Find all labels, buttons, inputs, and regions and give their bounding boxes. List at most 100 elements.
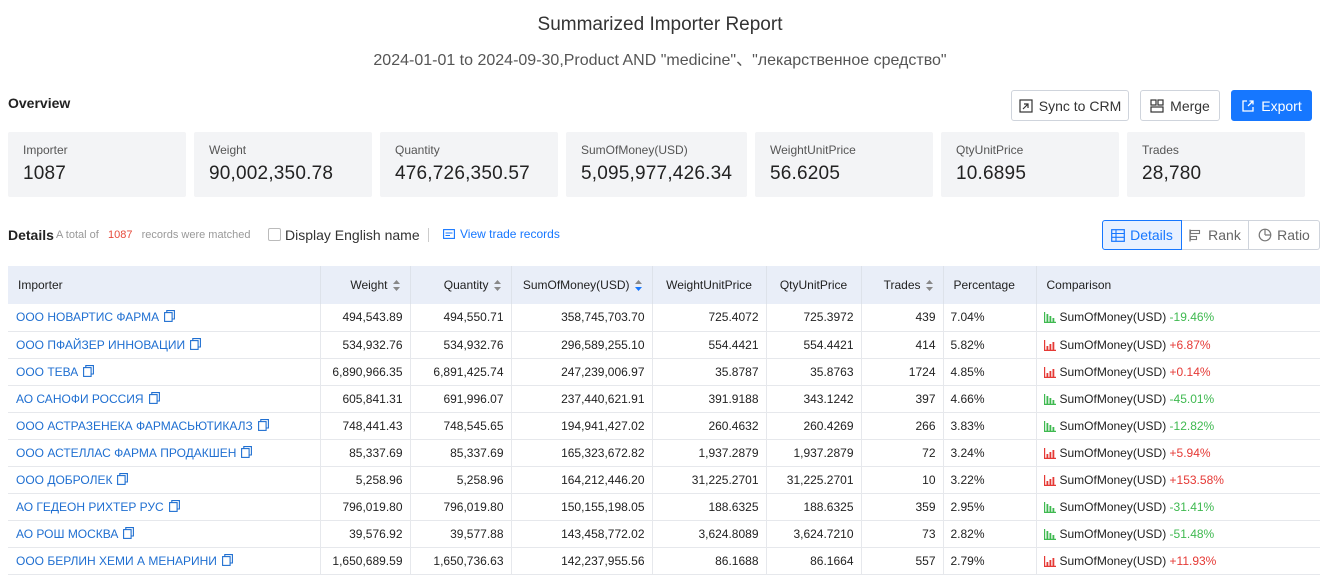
comparison-cell: SumOfMoney(USD) -31.41% bbox=[1036, 493, 1320, 521]
percentage-cell: 5.82% bbox=[943, 331, 1037, 359]
importer-cell[interactable]: ООО ПФАЙЗЕР ИННОВАЦИИ bbox=[8, 331, 321, 359]
english-name-checkbox[interactable] bbox=[268, 228, 281, 241]
sum-cell: 237,440,621.91 bbox=[511, 385, 653, 413]
export-label: Export bbox=[1261, 97, 1302, 114]
copy-icon[interactable] bbox=[123, 526, 135, 539]
comparison-metric: SumOfMoney(USD) bbox=[1059, 337, 1167, 352]
copy-icon[interactable] bbox=[168, 499, 180, 512]
table-row: АО САНОФИ РОССИЯ 605,841.31 691,996.07 237,… bbox=[8, 385, 1320, 413]
importer-name-link[interactable]: АО ГЕДЕОН РИХТЕР РУС bbox=[16, 499, 164, 514]
details-title: Details bbox=[8, 227, 54, 243]
weight-unit-price-cell: 260.4632 bbox=[652, 412, 767, 440]
importer-name-link[interactable]: ООО ПФАЙЗЕР ИННОВАЦИИ bbox=[16, 337, 186, 352]
weight-cell: 5,258.96 bbox=[320, 466, 411, 494]
weight-cell: 494,543.89 bbox=[320, 304, 411, 332]
comparison-cell: SumOfMoney(USD) +0.14% bbox=[1036, 358, 1320, 386]
percentage-cell: 2.82% bbox=[943, 520, 1037, 548]
tab-details-label: Details bbox=[1130, 227, 1173, 243]
qty-unit-price-cell: 260.4269 bbox=[766, 412, 862, 440]
col-importer: Importer bbox=[8, 266, 321, 304]
comparison-metric: SumOfMoney(USD) bbox=[1059, 445, 1167, 460]
col-quantity[interactable]: Quantity bbox=[410, 266, 512, 304]
copy-icon[interactable] bbox=[257, 418, 269, 431]
copy-icon[interactable] bbox=[117, 472, 129, 485]
merge-label: Merge bbox=[1170, 97, 1210, 114]
trades-cell: 1724 bbox=[861, 358, 944, 386]
qty-unit-price-cell: 554.4421 bbox=[766, 331, 862, 359]
importer-name-link[interactable]: ООО АСТРАЗЕНЕКА ФАРМАСЬЮТИКАЛЗ bbox=[16, 418, 253, 433]
sum-cell: 143,458,772.02 bbox=[511, 520, 653, 548]
col-comparison: Comparison bbox=[1036, 266, 1320, 304]
details-bar: Details A total of 1087 records were mat… bbox=[8, 224, 1320, 246]
importer-name-link[interactable]: ООО БЕРЛИН ХЕМИ А МЕНАРИНИ bbox=[16, 553, 217, 568]
importer-cell[interactable]: ООО ДОБРОЛЕК bbox=[8, 466, 321, 494]
crm-sync-icon bbox=[1019, 98, 1033, 113]
comparison-change: -31.41% bbox=[1169, 499, 1215, 514]
col-label: QtyUnitPrice bbox=[779, 278, 848, 292]
comparison-metric: SumOfMoney(USD) bbox=[1059, 391, 1167, 406]
comparison-metric: SumOfMoney(USD) bbox=[1059, 472, 1167, 487]
view-trade-records-label: View trade records bbox=[460, 227, 560, 241]
comparison-cell: SumOfMoney(USD) -45.01% bbox=[1036, 385, 1320, 413]
sync-to-crm-button[interactable]: Sync to CRM bbox=[1011, 90, 1129, 121]
importer-cell[interactable]: ООО АСТЕЛЛАС ФАРМА ПРОДАКШЕН bbox=[8, 439, 321, 467]
export-button[interactable]: Export bbox=[1231, 90, 1312, 121]
col-qty-unit-price: QtyUnitPrice bbox=[766, 266, 862, 304]
records-matched-text: A total of 1087 records were matched bbox=[56, 229, 250, 241]
copy-icon[interactable] bbox=[83, 364, 95, 377]
importer-cell[interactable]: АО САНОФИ РОССИЯ bbox=[8, 385, 321, 413]
importer-cell[interactable]: ООО БЕРЛИН ХЕМИ А МЕНАРИНИ bbox=[8, 547, 321, 575]
comparison-cell: SumOfMoney(USD) -51.48% bbox=[1036, 520, 1320, 548]
card-qty-unit-price: QtyUnitPrice 10.6895 bbox=[941, 132, 1119, 197]
bar-rank-icon bbox=[1189, 229, 1201, 241]
view-trade-records-link[interactable]: View trade records bbox=[443, 227, 560, 241]
table-row: ООО ПФАЙЗЕР ИННОВАЦИИ 534,932.76 534,932.7… bbox=[8, 331, 1320, 359]
sum-cell: 164,212,446.20 bbox=[511, 466, 653, 494]
weight-unit-price-cell: 188.6325 bbox=[652, 493, 767, 521]
merge-button[interactable]: Merge bbox=[1140, 90, 1220, 121]
trend-down-chart-icon bbox=[1043, 528, 1056, 540]
col-sum-of-money[interactable]: SumOfMoney(USD) bbox=[511, 266, 653, 304]
importer-cell[interactable]: АО ГЕДЕОН РИХТЕР РУС bbox=[8, 493, 321, 521]
copy-icon[interactable] bbox=[164, 310, 176, 323]
col-label: SumOfMoney(USD) bbox=[522, 278, 630, 292]
comparison-change: +5.94% bbox=[1169, 445, 1211, 460]
importer-name-link[interactable]: АО РОШ МОСКВА bbox=[16, 526, 119, 541]
col-percentage: Percentage bbox=[943, 266, 1037, 304]
tab-ratio[interactable]: Ratio bbox=[1249, 220, 1320, 250]
sort-icon[interactable] bbox=[493, 280, 501, 292]
tab-details[interactable]: Details bbox=[1102, 220, 1182, 250]
card-key: WeightUnitPrice bbox=[770, 143, 856, 157]
importer-cell[interactable]: ООО АСТРАЗЕНЕКА ФАРМАСЬЮТИКАЛЗ bbox=[8, 412, 321, 440]
comparison-metric: SumOfMoney(USD) bbox=[1059, 499, 1167, 514]
importer-name-link[interactable]: ООО НОВАРТИС ФАРМА bbox=[16, 310, 160, 325]
importer-cell[interactable]: ООО НОВАРТИС ФАРМА bbox=[8, 304, 321, 332]
sum-cell: 194,941,427.02 bbox=[511, 412, 653, 440]
importer-cell[interactable]: ООО ТЕВА bbox=[8, 358, 321, 386]
importer-name-link[interactable]: АО САНОФИ РОССИЯ bbox=[16, 391, 144, 406]
copy-icon[interactable] bbox=[148, 391, 160, 404]
sort-desc-icon[interactable] bbox=[634, 280, 642, 292]
sort-icon[interactable] bbox=[925, 280, 933, 292]
importer-name-link[interactable]: ООО ТЕВА bbox=[16, 364, 79, 379]
english-name-label[interactable]: Display English name bbox=[285, 227, 420, 243]
table-row: ООО ДОБРОЛЕК 5,258.96 5,258.96 164,212,446.… bbox=[8, 466, 1320, 494]
copy-icon[interactable] bbox=[241, 445, 253, 458]
tab-rank[interactable]: Rank bbox=[1182, 220, 1249, 250]
trend-up-chart-icon bbox=[1043, 366, 1056, 378]
overview-label: Overview bbox=[8, 95, 71, 111]
comparison-change: -19.46% bbox=[1169, 310, 1215, 325]
copy-icon[interactable] bbox=[221, 553, 233, 566]
weight-unit-price-cell: 31,225.2701 bbox=[652, 466, 767, 494]
comparison-metric: SumOfMoney(USD) bbox=[1059, 526, 1167, 541]
col-weight[interactable]: Weight bbox=[320, 266, 411, 304]
copy-icon[interactable] bbox=[190, 337, 202, 350]
importer-cell[interactable]: АО РОШ МОСКВА bbox=[8, 520, 321, 548]
importer-name-link[interactable]: ООО ДОБРОЛЕК bbox=[16, 472, 113, 487]
weight-unit-price-cell: 1,937.2879 bbox=[652, 439, 767, 467]
weight-unit-price-cell: 554.4421 bbox=[652, 331, 767, 359]
importer-name-link[interactable]: ООО АСТЕЛЛАС ФАРМА ПРОДАКШЕН bbox=[16, 445, 237, 460]
trend-up-chart-icon bbox=[1043, 555, 1056, 567]
sort-icon[interactable] bbox=[392, 280, 400, 292]
col-trades[interactable]: Trades bbox=[861, 266, 944, 304]
